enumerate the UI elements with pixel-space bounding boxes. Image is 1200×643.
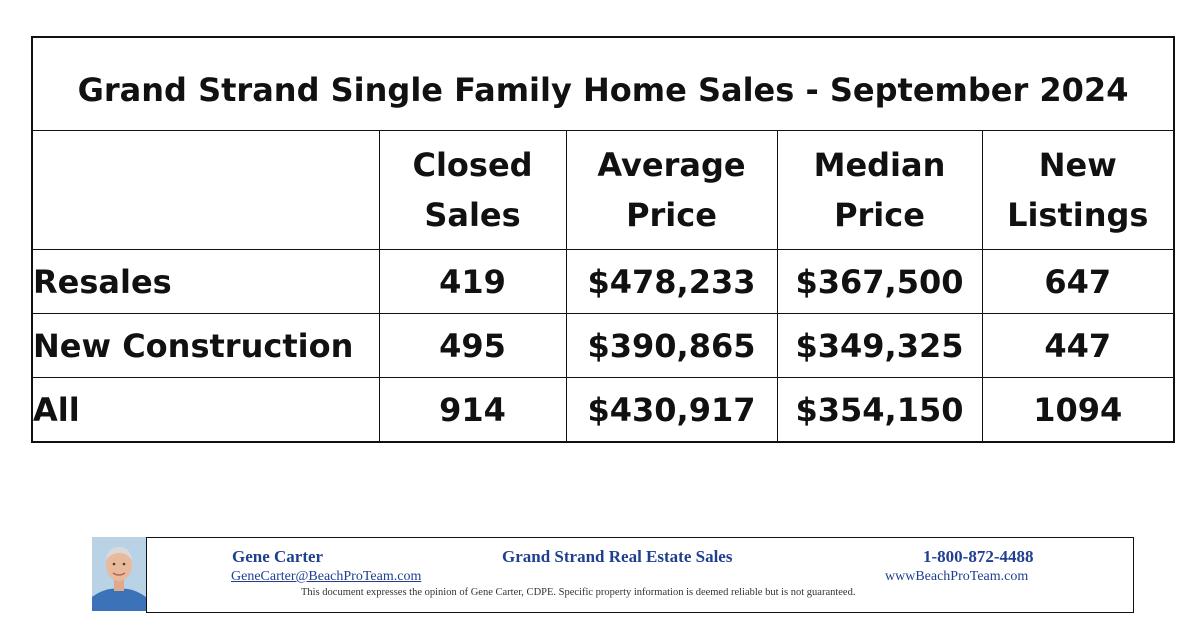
sales-table: Grand Strand Single Family Home Sales - … (31, 36, 1176, 443)
closed-sales-value: 419 (378, 249, 567, 314)
header-closed-sales: Closed Sales (378, 130, 567, 250)
median-price-value: $354,150 (776, 377, 983, 443)
table-row: New Construction 495 $390,865 $349,325 4… (31, 313, 1175, 378)
new-listings-value: 1094 (981, 377, 1175, 443)
median-price-value: $367,500 (776, 249, 983, 314)
footer-banner: Gene Carter Grand Strand Real Estate Sal… (146, 537, 1134, 613)
average-price-value: $478,233 (565, 249, 778, 314)
row-label: Resales (31, 249, 380, 314)
disclaimer-text: This document expresses the opinion of G… (301, 587, 856, 598)
median-price-value: $349,325 (776, 313, 983, 378)
phone-number: 1-800-872-4488 (923, 547, 1034, 566)
row-label: All (31, 377, 380, 443)
closed-sales-value: 495 (378, 313, 567, 378)
agent-photo-icon (92, 537, 146, 611)
company-name: Grand Strand Real Estate Sales (502, 547, 733, 566)
header-new-listings: New Listings (981, 130, 1175, 250)
table-title: Grand Strand Single Family Home Sales - … (31, 36, 1175, 131)
website-link[interactable]: wwwBeachProTeam.com (885, 569, 1029, 584)
agent-name: Gene Carter (232, 547, 324, 566)
table-row: All 914 $430,917 $354,150 1094 (31, 377, 1175, 443)
email-link[interactable]: GeneCarter@BeachProTeam.com (231, 569, 422, 584)
closed-sales-value: 914 (378, 377, 567, 443)
agent-photo (92, 537, 146, 611)
header-average-price: Average Price (565, 130, 778, 250)
table-title-text: Grand Strand Single Family Home Sales - … (77, 71, 1129, 109)
average-price-value: $390,865 (565, 313, 778, 378)
row-label: New Construction (31, 313, 380, 378)
new-listings-value: 447 (981, 313, 1175, 378)
average-price-value: $430,917 (565, 377, 778, 443)
table-row: Resales 419 $478,233 $367,500 647 (31, 249, 1175, 314)
new-listings-value: 647 (981, 249, 1175, 314)
header-empty-cell (31, 130, 380, 250)
header-median-price: Median Price (776, 130, 983, 250)
